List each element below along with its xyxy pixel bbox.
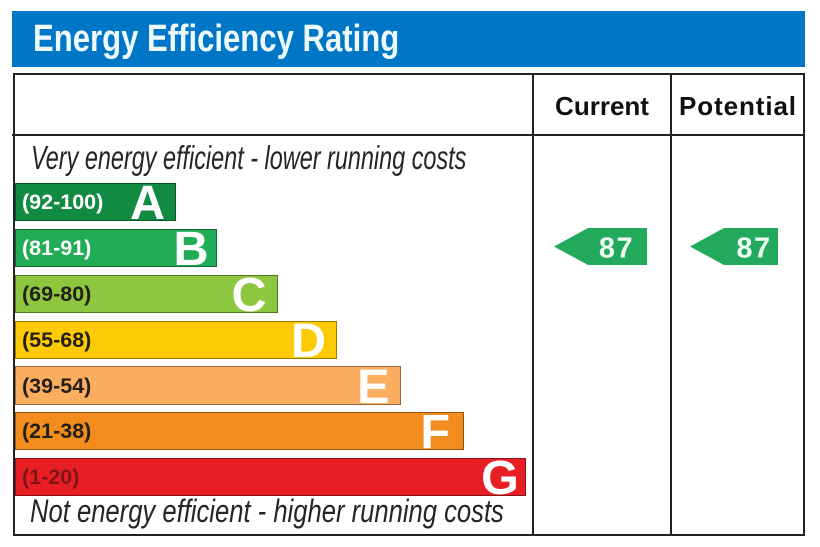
svg-text:87: 87 [736, 233, 771, 265]
svg-text:87: 87 [599, 233, 634, 265]
